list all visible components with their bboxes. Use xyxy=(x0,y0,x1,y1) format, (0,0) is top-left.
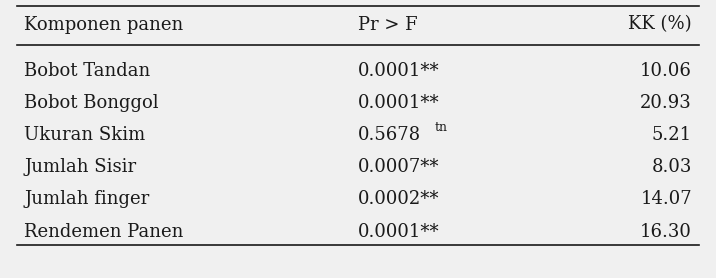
Text: Pr > F: Pr > F xyxy=(358,16,417,34)
Text: Rendemen Panen: Rendemen Panen xyxy=(24,223,183,241)
Text: Ukuran Skim: Ukuran Skim xyxy=(24,126,145,144)
Text: 16.30: 16.30 xyxy=(640,223,692,241)
Text: 5.21: 5.21 xyxy=(652,126,692,144)
Text: 8.03: 8.03 xyxy=(652,158,692,176)
Text: Jumlah Sisir: Jumlah Sisir xyxy=(24,158,136,176)
Text: 0.0001**: 0.0001** xyxy=(358,62,440,80)
Text: 10.06: 10.06 xyxy=(640,62,692,80)
Text: Jumlah finger: Jumlah finger xyxy=(24,190,150,208)
Text: 0.5678: 0.5678 xyxy=(358,126,421,144)
Text: Komponen panen: Komponen panen xyxy=(24,16,183,34)
Text: 14.07: 14.07 xyxy=(640,190,692,208)
Text: KK (%): KK (%) xyxy=(628,16,692,34)
Text: 0.0001**: 0.0001** xyxy=(358,94,440,112)
Text: 20.93: 20.93 xyxy=(640,94,692,112)
Text: 0.0007**: 0.0007** xyxy=(358,158,440,176)
Text: tn: tn xyxy=(435,121,448,134)
Text: 0.0001**: 0.0001** xyxy=(358,223,440,241)
Text: Bobot Bonggol: Bobot Bonggol xyxy=(24,94,159,112)
Text: Bobot Tandan: Bobot Tandan xyxy=(24,62,150,80)
Text: 0.0002**: 0.0002** xyxy=(358,190,440,208)
